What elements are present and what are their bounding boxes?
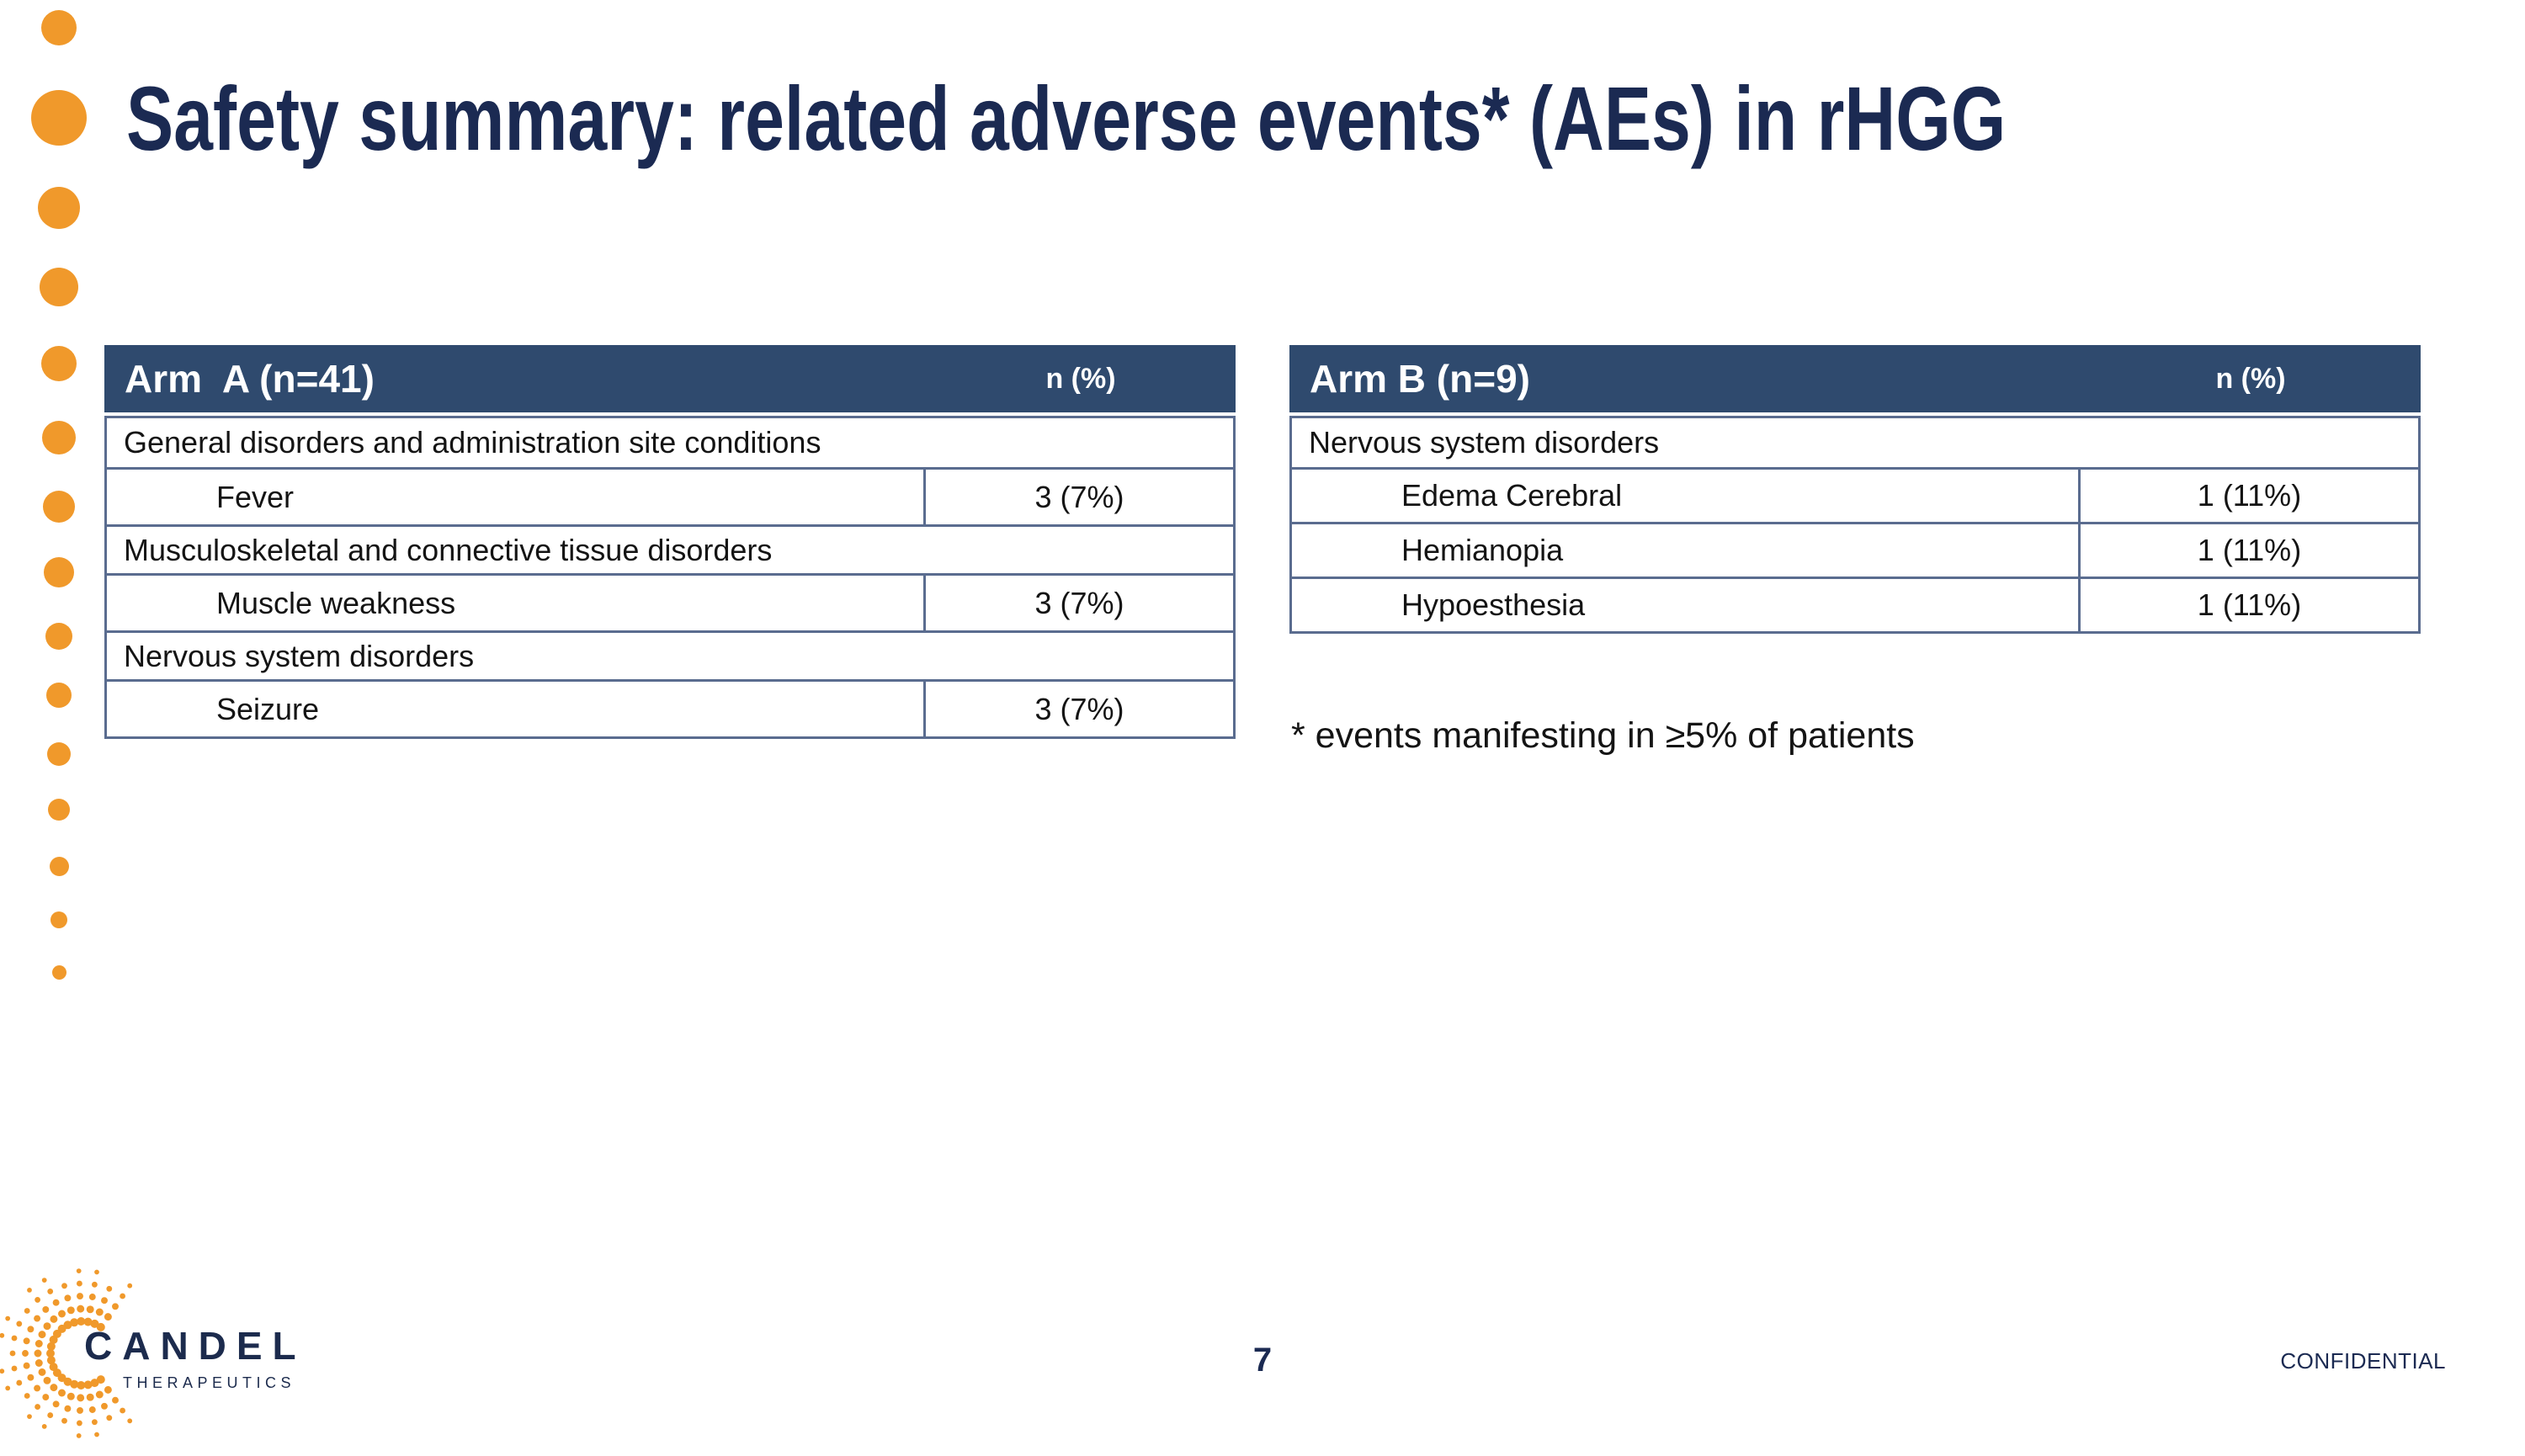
row-value: 1 (11%): [2078, 524, 2418, 577]
arm-b-table-body: Nervous system disorders Edema Cerebral 1 …: [1289, 416, 2421, 634]
table-row: General disorders and administration sit…: [107, 418, 1233, 467]
row-label: Muscle weakness: [216, 585, 456, 620]
row-label: Fever: [216, 479, 295, 514]
table-row: Fever 3 (7%): [107, 467, 1233, 524]
orange-dot: [49, 856, 69, 876]
arm-b-header-n-pct: n (%): [2215, 362, 2286, 395]
orange-dot: [41, 346, 77, 381]
table-row: Muscle weakness 3 (7%): [107, 573, 1233, 630]
table-row: Nervous system disorders: [107, 630, 1233, 679]
arm-a-table: Arm A (n=41) n (%) General disorders and…: [104, 345, 1236, 739]
row-value: 1 (11%): [2078, 470, 2418, 522]
row-label: General disorders and administration sit…: [124, 425, 821, 460]
row-value: 3 (7%): [923, 682, 1233, 736]
logo-subtitle: THERAPEUTICS: [123, 1374, 296, 1391]
orange-dot: [45, 623, 72, 650]
side-dots-decoration: [0, 0, 109, 1027]
table-row: Nervous system disorders: [1292, 418, 2418, 467]
orange-dot: [40, 268, 78, 306]
confidential-label: CONFIDENTIAL: [2280, 1348, 2446, 1374]
orange-dot: [38, 187, 80, 229]
page-number: 7: [1252, 1342, 1273, 1379]
table-row: Hypoesthesia 1 (11%): [1292, 577, 2418, 631]
arm-b-header-label: Arm B (n=9): [1310, 357, 1530, 401]
slide-title: Safety summary: related adverse events* …: [126, 67, 2007, 169]
orange-dot: [41, 10, 77, 45]
row-label: Hemianopia: [1401, 533, 1564, 567]
logo-wordmark: CANDEL: [84, 1324, 306, 1368]
row-label: Hypoesthesia: [1401, 587, 1586, 622]
table-row: Hemianopia 1 (11%): [1292, 522, 2418, 577]
orange-dot: [48, 799, 70, 821]
arm-a-header-n-pct: n (%): [1045, 362, 1116, 395]
orange-dot: [47, 742, 71, 766]
orange-dot: [51, 964, 66, 980]
arm-a-table-body: General disorders and administration sit…: [104, 416, 1236, 739]
table-row: Seizure 3 (7%): [107, 679, 1233, 736]
orange-dot: [46, 683, 72, 708]
row-value: 3 (7%): [923, 576, 1233, 630]
orange-dot: [43, 491, 75, 523]
arm-b-table: Arm B (n=9) n (%) Nervous system disorde…: [1289, 345, 2421, 634]
row-value: 1 (11%): [2078, 579, 2418, 631]
row-label: Nervous system disorders: [124, 638, 475, 673]
candel-therapeutics-logo: CANDEL THERAPEUTICS: [0, 1246, 387, 1438]
table-row: Musculoskeletal and connective tissue di…: [107, 524, 1233, 573]
orange-dot: [50, 911, 67, 928]
orange-dot: [42, 421, 76, 454]
row-label: Seizure: [216, 691, 320, 726]
arm-a-table-header: Arm A (n=41) n (%): [104, 345, 1236, 412]
footnote: * events manifesting in ≥5% of patients: [1291, 715, 1915, 756]
row-label: Edema Cerebral: [1401, 478, 1623, 513]
row-label: Nervous system disorders: [1309, 425, 1660, 460]
table-row: Edema Cerebral 1 (11%): [1292, 467, 2418, 522]
orange-dot: [31, 90, 87, 146]
row-value: 3 (7%): [923, 470, 1233, 524]
orange-dot: [44, 557, 74, 587]
arm-a-header-label: Arm A (n=41): [125, 357, 375, 401]
arm-b-table-header: Arm B (n=9) n (%): [1289, 345, 2421, 412]
row-label: Musculoskeletal and connective tissue di…: [124, 532, 773, 567]
